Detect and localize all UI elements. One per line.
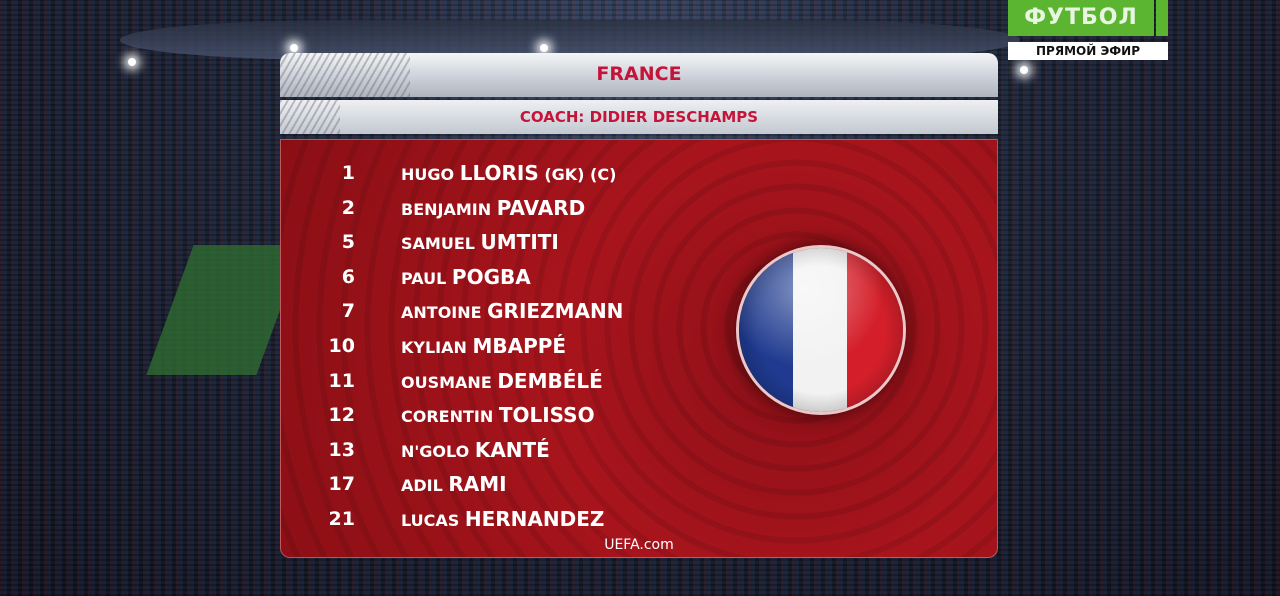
player-first-name: BENJAMIN: [401, 199, 492, 219]
player-number: 1: [341, 162, 355, 184]
player-name: N'GOLO KANTÉ: [401, 435, 550, 467]
player-number: 11: [328, 369, 355, 392]
player-last-name: PAVARD: [496, 195, 586, 220]
player-number: 2: [341, 196, 355, 219]
player-last-name: KANTÉ: [474, 437, 550, 462]
player-number: 7: [341, 300, 355, 323]
player-first-name: N'GOLO: [401, 441, 470, 461]
player-number: 10: [328, 335, 355, 357]
player-first-name: ADIL: [401, 476, 443, 496]
floodlight: [1020, 66, 1028, 74]
france-flag-icon: [736, 245, 906, 415]
player-first-name: OUSMANE: [401, 372, 492, 392]
player-name: ADIL RAMI: [401, 469, 507, 501]
player-list: 1 HUGO LLORIS (GK) (C) 2 BENJAMIN PAVARD …: [280, 139, 998, 558]
lineup-panel: FRANCE COACH: DIDIER DESCHAMPS 1 HUGO LL…: [280, 53, 998, 558]
player-first-name: HUGO: [401, 165, 455, 184]
player-first-name: ANTOINE: [401, 303, 482, 323]
player-number: 21: [328, 508, 355, 530]
uefa-footer: UEFA.com: [604, 537, 674, 553]
player-last-name: TOLISSO: [498, 403, 595, 428]
player-number: 12: [328, 404, 355, 427]
channel-name: ФУТБОЛ: [1008, 0, 1154, 36]
player-last-name: DEMBÉLÉ: [497, 368, 603, 393]
coach-name: COACH: DIDIER DESCHAMPS: [519, 108, 759, 126]
player-last-name: RAMI: [448, 472, 507, 497]
player-role: (GK) (C): [544, 165, 617, 184]
player-last-name: GRIEZMANN: [487, 299, 624, 324]
player-last-name: MBAPPÉ: [472, 334, 567, 358]
player-first-name: KYLIAN: [401, 338, 467, 357]
player-last-name: POGBA: [451, 264, 531, 289]
player-last-name: UMTITI: [480, 230, 559, 255]
team-name: FRANCE: [596, 63, 682, 85]
player-name: HUGO LLORIS (GK) (C): [401, 158, 616, 190]
team-header: FRANCE: [280, 53, 998, 97]
player-first-name: CORENTIN: [401, 407, 494, 427]
floodlight: [128, 58, 136, 66]
player-number: 6: [341, 265, 355, 288]
player-number: 17: [328, 473, 355, 496]
live-badge: ПРЯМОЙ ЭФИР: [1008, 42, 1168, 60]
player-name: ANTOINE GRIEZMANN: [401, 296, 623, 328]
player-first-name: SAMUEL: [401, 234, 475, 254]
channel-number: [1156, 0, 1168, 36]
player-name: SAMUEL UMTITI: [401, 227, 559, 259]
coach-bar: COACH: DIDIER DESCHAMPS: [280, 100, 998, 134]
player-name: OUSMANE DEMBÉLÉ: [401, 366, 603, 398]
channel-logo: ФУТБОЛ ПРЯМОЙ ЭФИР: [1008, 0, 1168, 60]
player-first-name: LUCAS: [401, 511, 460, 530]
floodlight: [540, 44, 548, 52]
player-name: CORENTIN TOLISSO: [401, 400, 595, 432]
player-name: KYLIAN MBAPPÉ: [401, 331, 566, 363]
player-name: BENJAMIN PAVARD: [401, 193, 585, 225]
player-last-name: HERNANDEZ: [464, 507, 605, 531]
player-name: LUCAS HERNANDEZ: [401, 504, 604, 536]
player-name: PAUL POGBA: [401, 262, 531, 294]
floodlight: [290, 44, 298, 52]
player-first-name: PAUL: [401, 268, 447, 288]
player-number: 13: [328, 438, 355, 461]
player-number: 5: [341, 231, 355, 254]
player-last-name: LLORIS: [459, 161, 539, 185]
